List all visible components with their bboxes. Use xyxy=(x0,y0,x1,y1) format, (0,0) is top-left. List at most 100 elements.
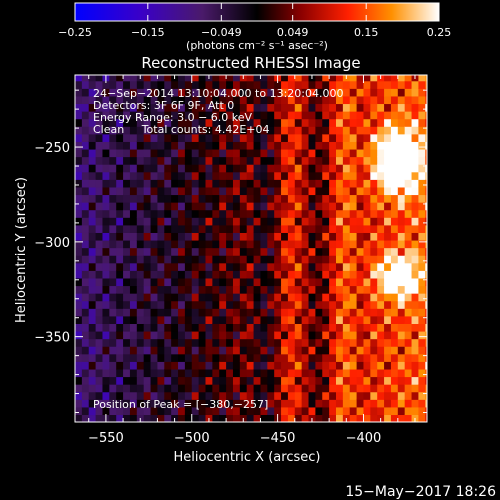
heatmap-cell xyxy=(322,164,330,173)
heatmap-cell xyxy=(123,361,131,370)
heatmap-cell xyxy=(226,338,234,347)
heatmap-cell xyxy=(246,376,255,385)
heatmap-cell xyxy=(363,88,371,97)
heatmap-cell xyxy=(246,247,255,256)
heatmap-cell xyxy=(109,80,117,89)
heatmap-cell xyxy=(109,126,117,135)
heatmap-cell xyxy=(81,338,90,347)
heatmap-cell xyxy=(287,141,296,150)
heatmap-cell xyxy=(246,300,255,309)
heatmap-cell xyxy=(404,353,413,362)
heatmap-cell xyxy=(109,103,117,112)
heatmap-cell xyxy=(301,330,310,340)
heatmap-cell xyxy=(150,330,159,340)
heatmap-cell xyxy=(212,217,220,226)
heatmap-cell xyxy=(198,88,207,97)
heatmap-cell xyxy=(157,156,165,165)
heatmap-cell xyxy=(157,133,165,142)
heatmap-cell xyxy=(239,399,248,408)
heatmap-cell xyxy=(404,103,413,112)
heatmap-cell xyxy=(377,323,385,332)
heatmap-cell xyxy=(335,338,344,347)
heatmap-cell xyxy=(349,376,358,385)
heatmap-cell xyxy=(418,88,426,97)
heatmap-cell xyxy=(425,285,427,294)
heatmap-cell xyxy=(411,80,420,89)
heatmap-cell xyxy=(281,232,289,241)
heatmap-cell xyxy=(150,126,159,135)
heatmap-cell xyxy=(212,300,220,309)
heatmap-cell xyxy=(123,255,131,264)
heatmap-cell xyxy=(253,262,262,271)
heatmap-cell xyxy=(315,330,323,340)
heatmap-cell xyxy=(226,247,234,256)
heatmap-cell xyxy=(81,141,90,150)
heatmap-cell xyxy=(377,194,385,203)
heatmap-cell xyxy=(232,391,241,400)
heatmap-cell xyxy=(335,141,344,150)
heatmap-cell xyxy=(129,95,138,105)
heatmap-cell xyxy=(267,414,275,422)
heatmap-cell xyxy=(232,323,241,332)
heatmap-cell xyxy=(157,323,165,332)
heatmap-cell xyxy=(178,118,186,127)
heatmap-cell xyxy=(129,262,138,271)
heatmap-cell xyxy=(136,270,145,279)
heatmap-cell xyxy=(267,270,275,279)
heatmap-cell xyxy=(157,141,165,150)
heatmap-cell xyxy=(81,156,90,165)
heatmap-cell xyxy=(246,346,255,355)
heatmap-cell xyxy=(116,361,124,370)
heatmap-cell xyxy=(281,239,289,249)
heatmap-cell xyxy=(411,118,420,127)
heatmap-cell xyxy=(335,171,344,180)
heatmap-cell xyxy=(191,308,200,317)
heatmap-cell xyxy=(418,399,426,408)
heatmap-cell xyxy=(342,308,351,317)
heatmap-cell xyxy=(390,353,399,362)
heatmap-cell xyxy=(81,353,90,362)
heatmap-cell xyxy=(88,308,97,317)
heatmap-cell xyxy=(232,262,241,271)
heatmap-cell xyxy=(212,308,220,317)
heatmap-cell xyxy=(246,399,255,408)
heatmap-cell xyxy=(184,255,193,264)
heatmap-cell xyxy=(301,338,310,347)
heatmap-cell xyxy=(226,224,234,233)
heatmap-cell xyxy=(384,202,392,211)
heatmap-cell xyxy=(308,308,316,317)
heatmap-cell xyxy=(136,232,145,241)
heatmap-cell xyxy=(184,95,193,105)
heatmap-cell xyxy=(102,406,110,416)
heatmap-cell xyxy=(390,194,399,203)
heatmap-cell xyxy=(143,247,152,256)
heatmap-cell xyxy=(335,353,344,362)
heatmap-cell xyxy=(404,262,413,271)
heatmap-cell xyxy=(75,323,83,332)
heatmap-cell xyxy=(239,308,248,317)
heatmap-cell xyxy=(184,224,193,233)
heatmap-cell xyxy=(75,346,83,355)
heatmap-cell xyxy=(143,118,152,127)
heatmap-cell xyxy=(281,224,289,233)
heatmap-cell xyxy=(191,141,200,150)
heatmap-cell xyxy=(81,361,90,370)
heatmap-cell xyxy=(390,399,399,408)
heatmap-cell xyxy=(363,95,371,105)
heatmap-cell xyxy=(342,338,351,347)
heatmap-cell xyxy=(123,156,131,165)
heatmap-cell xyxy=(212,346,220,355)
heatmap-cell xyxy=(109,247,117,256)
heatmap-cell xyxy=(287,103,296,112)
heatmap-cell xyxy=(287,194,296,203)
heatmap-cell xyxy=(411,217,420,226)
heatmap-cell xyxy=(267,300,275,309)
heatmap-cell xyxy=(239,202,248,211)
heatmap-cell xyxy=(267,224,275,233)
heatmap-cell xyxy=(246,255,255,264)
heatmap-cell xyxy=(425,202,427,211)
heatmap-cell xyxy=(404,399,413,408)
heatmap-cell xyxy=(349,315,358,324)
heatmap-cell xyxy=(301,406,310,416)
heatmap-cell xyxy=(171,262,179,271)
